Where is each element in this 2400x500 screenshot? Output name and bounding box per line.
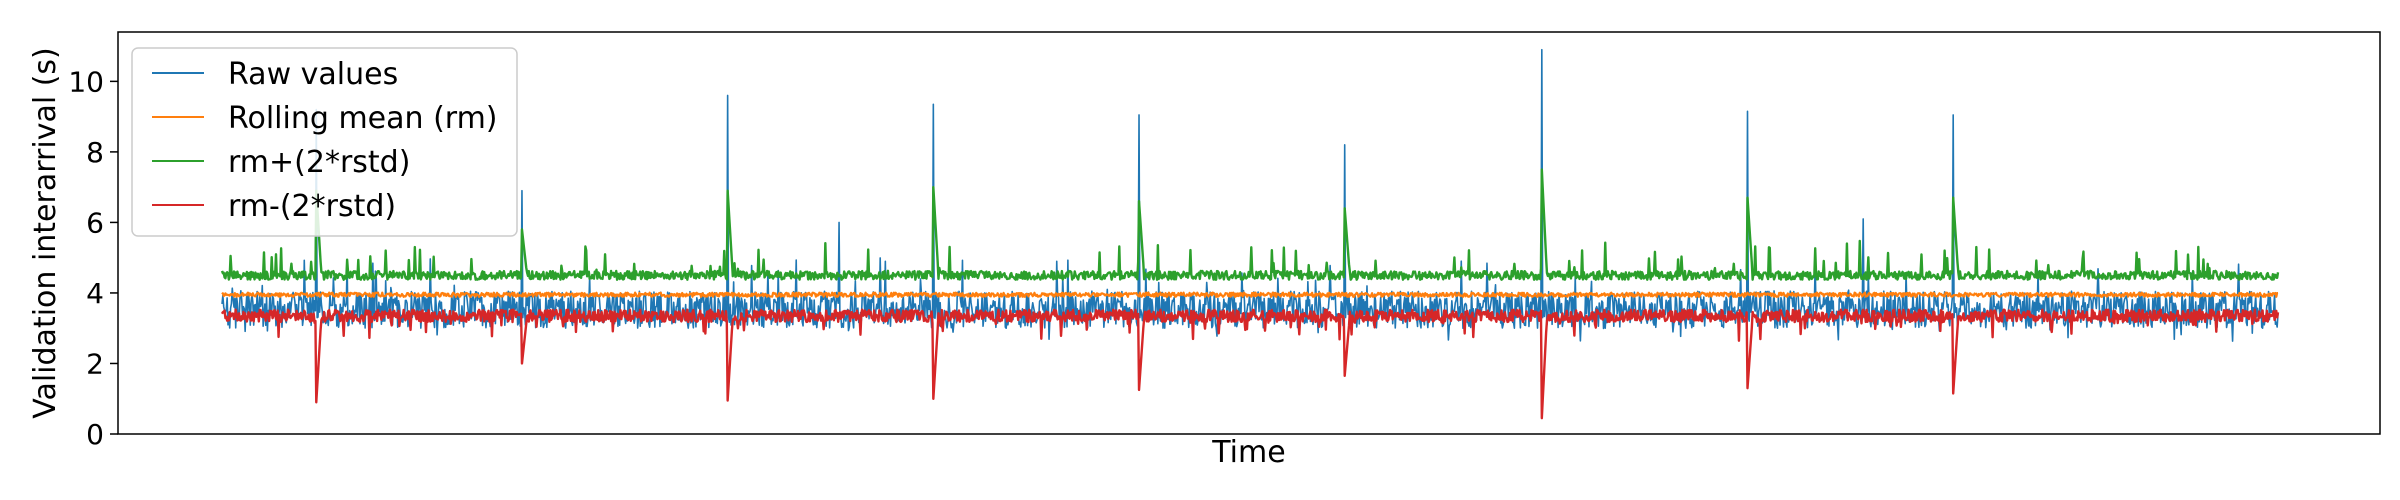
legend: Raw values Rolling mean (rm) rm+(2*rstd)… xyxy=(131,47,518,237)
plot-lines xyxy=(220,48,2280,420)
y-tick-label: 4 xyxy=(86,277,104,310)
legend-box xyxy=(131,47,518,237)
series-line-rolling-mean xyxy=(221,291,2279,298)
series-line-lower-band xyxy=(220,308,2280,420)
y-axis-ticks: 0 2 4 6 8 10 xyxy=(68,65,118,451)
x-axis-label: Time xyxy=(1211,435,1285,470)
legend-label-upper-band: rm+(2*rstd) xyxy=(228,145,410,180)
legend-label-lower-band: rm-(2*rstd) xyxy=(228,189,396,224)
y-axis-label: Validation interarrival (s) xyxy=(28,47,63,418)
series-line-upper-band xyxy=(220,168,2280,281)
y-tick-label: 0 xyxy=(86,418,104,451)
y-tick-label: 10 xyxy=(68,65,104,98)
plot-frame xyxy=(117,31,2381,435)
y-tick-label: 8 xyxy=(86,136,104,169)
legend-label-rolling-mean: Rolling mean (rm) xyxy=(228,101,498,136)
legend-label-raw-values: Raw values xyxy=(228,57,398,92)
series-line-raw-values xyxy=(221,48,2279,342)
y-tick-label: 6 xyxy=(86,206,104,239)
y-tick-label: 2 xyxy=(86,347,104,380)
